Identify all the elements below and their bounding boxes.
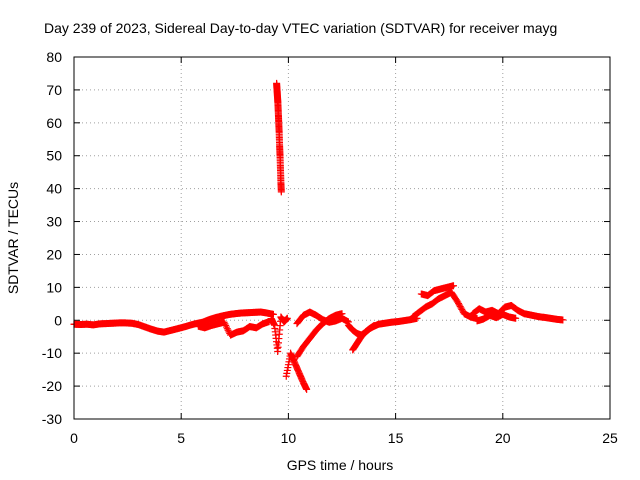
series-bump-upper — [417, 282, 457, 300]
x-tick-label: 5 — [177, 430, 185, 446]
y-tick-label: 10 — [46, 279, 62, 295]
data-point — [370, 322, 378, 330]
series-drop-track — [282, 349, 311, 393]
data-point — [512, 314, 520, 322]
data-point — [449, 282, 457, 290]
x-tick-label: 0 — [70, 430, 78, 446]
data-point — [222, 323, 230, 331]
series-baseline-early — [70, 308, 277, 336]
series-late-lower — [473, 310, 520, 325]
data-point — [222, 321, 230, 329]
y-tick-label: 30 — [46, 214, 62, 230]
y-axis-ticks: -30 -20 -10 0 10 20 30 40 50 60 70 80 — [42, 49, 610, 427]
y-tick-label: 50 — [46, 148, 62, 164]
series-bump-track — [409, 288, 481, 323]
series-near-spike — [267, 313, 291, 356]
data-point — [221, 320, 229, 328]
data-point — [220, 318, 228, 326]
data-point — [559, 316, 567, 324]
x-tick-label: 10 — [281, 430, 297, 446]
x-tick-label: 20 — [495, 430, 511, 446]
series-mid-track — [344, 314, 421, 339]
plot-frame — [73, 56, 611, 420]
series-loop-track — [293, 308, 352, 328]
y-axis-label: SDTVAR / TECUs — [5, 182, 21, 294]
x-axis-label: GPS time / hours — [287, 457, 394, 473]
x-axis-ticks: 0 5 10 15 20 25 — [70, 57, 618, 446]
series-spike-high — [273, 79, 285, 196]
x-tick-label: 15 — [388, 430, 404, 446]
y-tick-label: 60 — [46, 115, 62, 131]
chart-title: Day 239 of 2023, Sidereal Day-to-day VTE… — [44, 20, 557, 36]
grid — [74, 57, 610, 419]
y-tick-label: 70 — [46, 82, 62, 98]
series-dip-track — [349, 322, 378, 354]
data-point — [303, 385, 311, 393]
x-tick-label: 25 — [602, 430, 618, 446]
data-point — [277, 188, 285, 196]
series-late-track — [469, 301, 567, 324]
data-point — [269, 310, 277, 318]
data-point — [224, 326, 232, 334]
y-tick-label: 80 — [46, 49, 62, 65]
data-points — [70, 79, 567, 393]
y-tick-label: -10 — [42, 345, 62, 361]
y-tick-label: -20 — [42, 378, 62, 394]
y-tick-label: -30 — [42, 411, 62, 427]
y-tick-label: 40 — [46, 181, 62, 197]
y-tick-label: 0 — [54, 312, 62, 328]
data-point — [223, 325, 231, 333]
y-tick-label: 20 — [46, 246, 62, 262]
data-point — [283, 314, 291, 322]
